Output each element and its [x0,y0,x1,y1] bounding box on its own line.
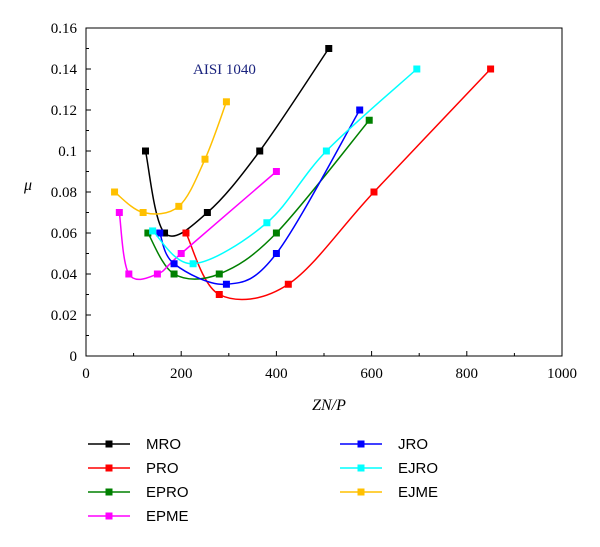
series-line-ejro [152,68,418,265]
data-point-ejme [201,155,209,163]
plot-frame [85,27,563,357]
data-point-epme [115,209,123,216]
x-tick-label: 1000 [547,366,577,382]
y-tick-label: 0.08 [51,185,77,201]
data-point-pro [215,291,223,298]
y-tick-label: 0.14 [51,62,78,78]
data-point-ejme [139,209,147,216]
data-point-mro [256,147,264,155]
y-tick-label: 0.06 [51,226,78,242]
y-axis: 0 0.02 0.04 0.06 0.08 0.1 0.12 0.14 0.16 [51,21,91,365]
data-point-mro [325,45,333,52]
data-point-pro [487,65,495,73]
legend-marker-epme [105,512,113,520]
legend-item-epme: EPME [88,508,189,525]
y-tick-label: 0.02 [51,308,77,324]
data-point-pro [182,229,190,237]
y-tick-label: 0.16 [51,21,78,37]
data-point-ejro [149,227,157,235]
data-point-jro [156,229,164,237]
legend-label-jro: JRO [398,436,428,453]
series-line-ejme [114,101,228,215]
data-point-ejro [413,65,421,73]
data-point-epro [365,116,373,124]
series-ejme [111,98,230,216]
data-point-ejro [263,219,271,227]
data-point-mro [203,209,211,216]
data-point-jro [222,280,230,288]
data-point-ejme [175,202,183,210]
series-line-jro [159,109,361,286]
legend-item-jro: JRO [340,436,428,453]
legend-label-epro: EPRO [146,484,189,501]
data-point-epme [153,270,161,278]
legend-marker-epro [105,488,113,496]
chart-annotation: AISI 1040 [193,62,256,78]
legend-marker-jro [357,440,365,448]
legend-item-epro: EPRO [88,484,189,501]
legend-item-mro: MRO [88,436,181,453]
series-pro [182,65,495,301]
data-point-ejme [222,98,230,106]
legend-item-pro: PRO [88,460,179,477]
data-point-mro [142,147,149,155]
legend-label-ejme: EJME [398,484,438,501]
x-tick-label: 400 [265,366,288,382]
x-tick-label: 800 [456,366,479,382]
x-tick-label: 0 [82,366,90,382]
data-point-epro [170,270,178,278]
data-point-epro [272,229,280,237]
data-point-jro [356,106,364,114]
legend-marker-ejme [357,488,365,496]
y-tick-label: 0.1 [58,144,77,160]
data-point-jro [170,260,178,268]
x-axis: 0 200 400 600 800 1000 [82,351,577,382]
legend-marker-pro [105,464,113,472]
x-tick-label: 600 [360,366,383,382]
data-point-ejme [111,188,119,196]
legend: MRO PRO EPRO EPME JRO EJRO EJME [88,436,438,525]
data-point-epme [177,250,185,257]
legend-label-ejro: EJRO [398,460,438,477]
data-point-epro [215,270,223,278]
y-tick-label: 0 [70,349,78,365]
data-point-epme [272,168,280,175]
series-ejro [149,65,421,268]
legend-label-pro: PRO [146,460,179,477]
data-point-epme [125,270,133,278]
series-epro [144,116,373,280]
legend-item-ejme: EJME [340,484,438,501]
data-point-pro [370,188,378,196]
x-axis-label: ZN/P [312,397,346,414]
y-tick-label: 0.12 [51,103,77,119]
series-jro [156,106,364,288]
series-line-epro [147,119,370,280]
data-point-ejro [189,260,197,268]
legend-item-ejro: EJRO [340,460,438,477]
legend-label-mro: MRO [146,436,181,453]
series-layer [111,45,495,301]
legend-marker-ejro [357,464,365,472]
series-epme [115,168,280,281]
x-tick-label: 200 [170,366,193,382]
data-point-ejro [322,147,330,155]
data-point-mro [161,229,169,237]
data-point-epro [144,229,152,237]
y-tick-label: 0.04 [51,267,78,283]
y-axis-label: μ [23,177,32,194]
data-point-pro [284,280,292,288]
data-point-jro [272,250,280,257]
series-line-pro [185,68,492,301]
legend-marker-mro [105,440,113,448]
legend-label-epme: EPME [146,508,189,525]
